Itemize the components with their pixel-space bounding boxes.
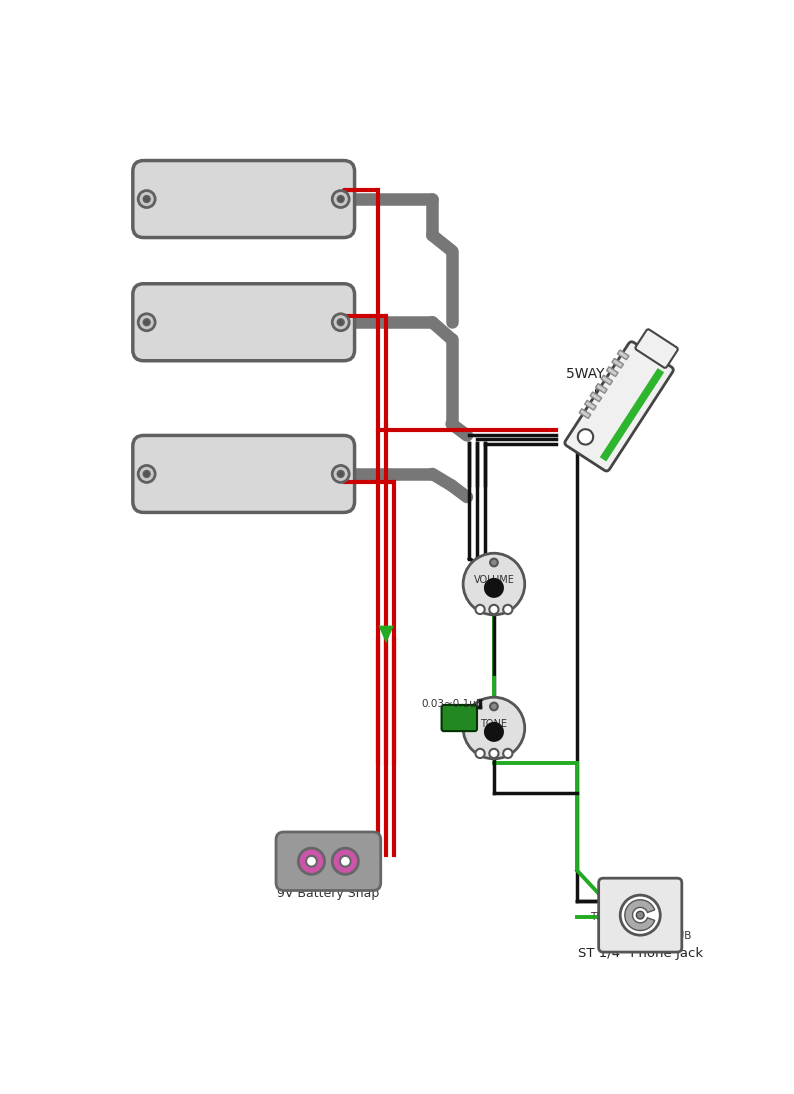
Circle shape xyxy=(143,196,150,202)
FancyBboxPatch shape xyxy=(441,705,477,731)
Text: ST 1/4" Phone Jack: ST 1/4" Phone Jack xyxy=(578,947,703,961)
Bar xyxy=(618,350,629,360)
Circle shape xyxy=(340,856,351,866)
Wedge shape xyxy=(625,899,655,931)
Circle shape xyxy=(143,318,150,326)
Circle shape xyxy=(463,554,525,615)
Circle shape xyxy=(490,559,498,567)
Text: VOLUME: VOLUME xyxy=(473,575,515,585)
Circle shape xyxy=(143,470,150,477)
FancyBboxPatch shape xyxy=(276,831,381,891)
Text: TIP: TIP xyxy=(590,911,606,921)
FancyBboxPatch shape xyxy=(565,341,673,472)
Circle shape xyxy=(332,465,349,482)
Circle shape xyxy=(636,911,644,919)
Circle shape xyxy=(476,605,484,614)
Circle shape xyxy=(620,895,661,935)
FancyBboxPatch shape xyxy=(635,329,678,368)
FancyBboxPatch shape xyxy=(133,435,355,512)
Circle shape xyxy=(490,702,498,710)
Circle shape xyxy=(138,190,155,208)
Circle shape xyxy=(476,748,484,758)
Circle shape xyxy=(306,856,317,866)
Circle shape xyxy=(578,429,593,444)
Circle shape xyxy=(332,190,349,208)
Circle shape xyxy=(484,578,504,598)
Bar xyxy=(584,400,596,410)
Circle shape xyxy=(332,848,358,874)
Text: 0.03~0.1uF: 0.03~0.1uF xyxy=(421,699,482,709)
Bar xyxy=(612,359,623,368)
Circle shape xyxy=(337,470,344,477)
Text: TONE: TONE xyxy=(480,719,507,730)
Bar xyxy=(607,366,618,376)
Circle shape xyxy=(337,196,344,202)
Circle shape xyxy=(489,748,499,758)
Bar xyxy=(590,392,602,401)
Bar xyxy=(579,409,591,419)
Circle shape xyxy=(299,848,325,874)
Text: 5WAY Selector
Switch: 5WAY Selector Switch xyxy=(565,368,665,400)
Circle shape xyxy=(138,314,155,330)
Bar xyxy=(596,384,607,394)
Text: RING: RING xyxy=(619,895,646,905)
FancyBboxPatch shape xyxy=(599,878,682,952)
Circle shape xyxy=(332,314,349,330)
Circle shape xyxy=(489,605,499,614)
FancyBboxPatch shape xyxy=(133,283,355,361)
Circle shape xyxy=(463,697,525,759)
Polygon shape xyxy=(379,626,394,643)
Text: 9V Battery Snap: 9V Battery Snap xyxy=(277,887,380,900)
Bar xyxy=(599,368,664,462)
FancyBboxPatch shape xyxy=(133,161,355,237)
Bar xyxy=(601,375,612,385)
Circle shape xyxy=(484,722,504,742)
Circle shape xyxy=(503,605,512,614)
Circle shape xyxy=(138,465,155,482)
Circle shape xyxy=(503,748,512,758)
Text: HUB: HUB xyxy=(669,931,692,941)
Circle shape xyxy=(337,318,344,326)
